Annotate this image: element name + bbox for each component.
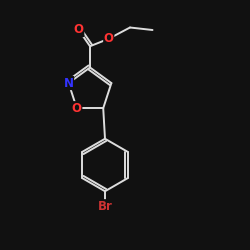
Text: O: O: [74, 24, 84, 36]
Text: O: O: [72, 102, 82, 115]
Text: N: N: [64, 76, 74, 90]
Text: Br: Br: [98, 200, 112, 213]
Text: O: O: [104, 32, 114, 45]
